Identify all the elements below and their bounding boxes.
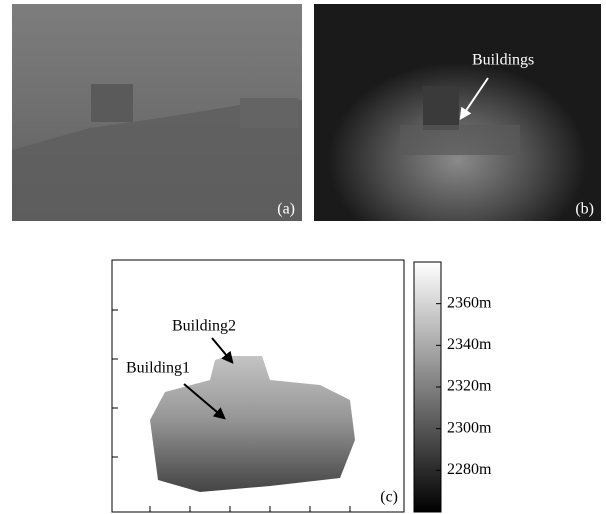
- colorbar: 2360m 2340m 2320m 2300m 2280m: [414, 262, 492, 512]
- building: [423, 86, 459, 130]
- panel-label: (b): [575, 201, 594, 218]
- panel-c: Building2 Building1 (c): [112, 260, 404, 512]
- annotation: Building1: [126, 360, 190, 377]
- colorbar-tick-label: 2320m: [447, 378, 492, 395]
- building: [91, 84, 133, 122]
- panel-label: (a): [277, 201, 295, 218]
- annotation: Building2: [172, 318, 236, 335]
- colorbar-tick-label: 2300m: [447, 419, 492, 436]
- colorbar-tick-label: 2340m: [447, 336, 492, 353]
- panel-label: (c): [380, 489, 398, 506]
- building: [240, 98, 298, 128]
- figure: (a) Buildings (b) Building2 Building1 (c…: [0, 0, 606, 514]
- panel-a: (a): [12, 4, 302, 221]
- panel-b: Buildings (b): [314, 4, 601, 221]
- colorbar-tick-label: 2360m: [447, 294, 492, 311]
- building: [400, 125, 520, 155]
- annotation: Buildings: [472, 52, 534, 69]
- colorbar-tick-label: 2280m: [447, 461, 492, 478]
